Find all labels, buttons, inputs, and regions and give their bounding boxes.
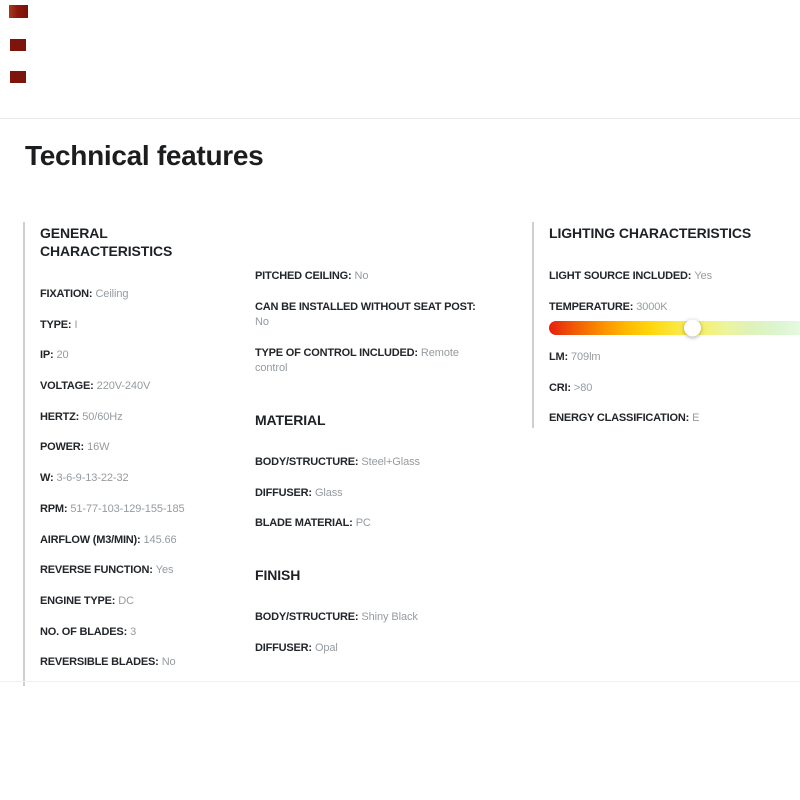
section-heading-lighting: LIGHTING CHARACTERISTICS — [549, 225, 752, 241]
spec-row: BLADE MATERIAL: PC — [255, 516, 463, 531]
spec-label: BODY/STRUCTURE: — [255, 611, 359, 624]
spec-row: ENGINE TYPE: DC — [40, 594, 243, 609]
section-heading-material: MATERIAL — [255, 411, 326, 428]
spec-value: 3 — [130, 625, 137, 638]
spec-row: BODY/STRUCTURE: Shiny Black — [255, 610, 463, 625]
spec-value: 20 — [56, 349, 69, 362]
spec-label: PITCHED CEILING: — [255, 270, 352, 282]
spec-value: Ceiling — [95, 288, 129, 300]
spec-value: PC — [355, 517, 371, 530]
spec-row: PITCHED CEILING: No — [255, 269, 463, 284]
spec-row: RPM: 51-77-103-129-155-185 — [40, 502, 243, 517]
spec-row: BODY/STRUCTURE: Steel+Glass — [255, 455, 463, 470]
spec-value: 16W — [87, 441, 110, 454]
spec-row: FIXATION: Ceiling — [40, 287, 243, 302]
temperature-slider — [549, 319, 800, 337]
section-heading-finish: FINISH — [255, 567, 301, 584]
spec-label: BLADE MATERIAL: — [255, 517, 353, 530]
spec-value: Remote control — [255, 346, 459, 374]
spec-row: NO. OF BLADES: 3 — [40, 625, 243, 640]
red-artifact-mark — [10, 39, 26, 51]
spec-label: CAN BE INSTALLED WITHOUT SEAT POST: — [255, 300, 476, 313]
lighting-rows-top: LIGHT SOURCE INCLUDED: Yes TEMPERATURE: … — [549, 269, 800, 315]
spec-row: AIRFLOW (M3/MIN): 145.66 — [40, 533, 243, 548]
spec-label: REVERSE FUNCTION: — [40, 564, 153, 577]
bottom-divider — [0, 681, 800, 682]
spec-row: TYPE: I — [40, 318, 243, 333]
spec-row: POWER: 16W — [40, 440, 243, 455]
spec-label: LIGHT SOURCE INCLUDED: — [549, 270, 692, 282]
spec-label: RPM: — [40, 502, 68, 515]
spec-label: ENERGY CLASSIFICATION: — [549, 412, 690, 425]
spec-label: ENGINE TYPE: — [40, 594, 116, 607]
spec-value: E — [692, 412, 700, 425]
spec-value: 51-77-103-129-155-185 — [70, 502, 185, 515]
spec-value: No — [255, 315, 269, 328]
spec-value: >80 — [573, 381, 593, 394]
spec-label: CRI: — [549, 381, 571, 394]
spec-label: DIFFUSER: — [255, 486, 312, 499]
spec-row: DIFFUSER: Opal — [255, 641, 463, 656]
spec-row: VOLTAGE: 220V-240V — [40, 379, 243, 394]
red-artifact-mark — [10, 71, 26, 83]
spec-row: W: 3-6-9-13-22-32 — [40, 471, 243, 486]
spec-row: TYPE OF CONTROL INCLUDED: Remote control — [255, 346, 463, 377]
spec-row: CRI: >80 — [549, 381, 800, 396]
spec-label: FIXATION: — [40, 288, 93, 300]
lighting-rows-bottom: LM: 709lm CRI: >80 ENERGY CLASSIFICATION… — [549, 350, 800, 427]
section-heading-general: GENERAL CHARACTERISTICS — [40, 225, 173, 259]
spec-label: AIRFLOW (M3/MIN): — [40, 533, 141, 546]
spec-label: DIFFUSER: — [255, 642, 312, 654]
spec-value: Yes — [155, 564, 174, 577]
spec-value: 3-6-9-13-22-32 — [56, 472, 129, 485]
spec-label: VOLTAGE: — [40, 380, 94, 393]
spec-value: 145.66 — [143, 533, 177, 546]
page-title: Technical features — [25, 140, 264, 171]
spec-label: TYPE: — [40, 318, 72, 331]
spec-row: ENERGY CLASSIFICATION: E — [549, 411, 800, 426]
spec-value: 220V-240V — [96, 380, 151, 393]
lighting-characteristics-column: LIGHTING CHARACTERISTICS LIGHT SOURCE IN… — [532, 222, 800, 428]
spec-value: No — [354, 270, 369, 282]
spec-row: DIFFUSER: Glass — [255, 486, 463, 501]
spec-value: No — [161, 656, 176, 669]
spec-label: TYPE OF CONTROL INCLUDED: — [255, 346, 418, 359]
spec-value: DC — [118, 594, 134, 607]
spec-value: 3000K — [636, 300, 668, 313]
temperature-knob[interactable] — [684, 319, 702, 337]
spec-value: 709lm — [571, 350, 601, 363]
top-divider — [0, 118, 800, 119]
spec-row: CAN BE INSTALLED WITHOUT SEAT POST: No — [255, 300, 476, 331]
spec-row: REVERSIBLE BLADES: No — [40, 655, 243, 670]
spec-value: 50/60Hz — [82, 410, 123, 423]
red-artifact-mark — [9, 5, 28, 18]
spec-row: IP: 20 — [40, 348, 243, 363]
spec-row: HERTZ: 50/60Hz — [40, 410, 243, 425]
spec-label: POWER: — [40, 441, 85, 454]
spec-label: W: — [40, 472, 54, 485]
spec-value: Shiny Black — [361, 611, 418, 624]
spec-row: TEMPERATURE: 3000K — [549, 300, 800, 315]
spec-value: Glass — [314, 486, 343, 499]
spec-row: REVERSE FUNCTION: Yes — [40, 563, 243, 578]
spec-label: TEMPERATURE: — [549, 300, 634, 313]
general-rows: FIXATION: Ceiling TYPE: I IP: 20 VOLTAGE… — [40, 287, 243, 671]
spec-label: LM: — [549, 350, 568, 363]
spec-label: IP: — [40, 349, 54, 362]
spec-row: LIGHT SOURCE INCLUDED: Yes — [549, 269, 800, 284]
spec-label: BODY/STRUCTURE: — [255, 455, 359, 468]
middle-column: PITCHED CEILING: No CAN BE INSTALLED WIT… — [255, 222, 476, 672]
spec-value: I — [74, 318, 78, 331]
spec-value: Opal — [314, 642, 338, 654]
general-characteristics-column: GENERAL CHARACTERISTICS FIXATION: Ceilin… — [23, 222, 243, 686]
spec-label: NO. OF BLADES: — [40, 625, 128, 638]
spec-label: REVERSIBLE BLADES: — [40, 656, 159, 669]
spec-label: HERTZ: — [40, 410, 80, 423]
spec-row: LM: 709lm — [549, 350, 800, 365]
spec-value: Yes — [694, 270, 712, 282]
spec-value: Steel+Glass — [361, 455, 420, 468]
